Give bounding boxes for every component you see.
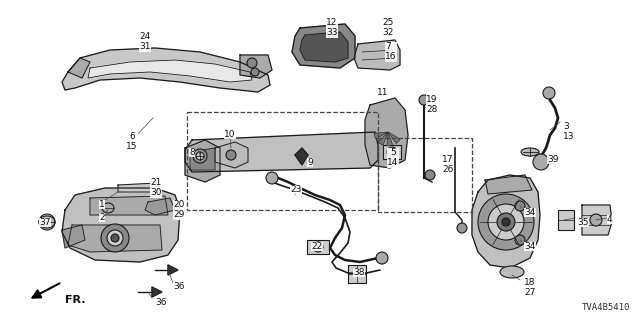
Circle shape bbox=[478, 194, 534, 250]
Wedge shape bbox=[387, 132, 393, 146]
Circle shape bbox=[251, 68, 259, 76]
Circle shape bbox=[590, 214, 602, 226]
Polygon shape bbox=[88, 60, 252, 82]
Bar bbox=[378, 138, 472, 212]
Circle shape bbox=[502, 218, 510, 226]
Text: TVA4B5410: TVA4B5410 bbox=[582, 303, 630, 312]
Text: 10: 10 bbox=[224, 130, 236, 139]
Text: 4: 4 bbox=[607, 215, 612, 224]
Text: 19
28: 19 28 bbox=[426, 95, 438, 114]
Polygon shape bbox=[118, 183, 160, 192]
Polygon shape bbox=[185, 132, 378, 172]
Circle shape bbox=[196, 152, 204, 160]
Text: 17
26: 17 26 bbox=[442, 155, 454, 174]
Polygon shape bbox=[292, 24, 355, 68]
Text: 2: 2 bbox=[99, 213, 105, 222]
Circle shape bbox=[226, 150, 236, 160]
Text: 11: 11 bbox=[377, 88, 388, 97]
Bar bbox=[558, 210, 574, 230]
Polygon shape bbox=[300, 32, 348, 62]
Polygon shape bbox=[62, 225, 85, 248]
Circle shape bbox=[387, 147, 397, 157]
Polygon shape bbox=[472, 175, 540, 268]
Text: 37: 37 bbox=[39, 218, 51, 227]
Polygon shape bbox=[354, 40, 400, 70]
Polygon shape bbox=[145, 198, 175, 215]
Polygon shape bbox=[152, 287, 162, 297]
Polygon shape bbox=[582, 205, 612, 235]
Bar bbox=[187, 112, 378, 210]
Wedge shape bbox=[388, 132, 400, 143]
Bar bbox=[383, 145, 401, 159]
Polygon shape bbox=[62, 188, 180, 262]
Text: 9: 9 bbox=[307, 158, 313, 167]
Text: 22: 22 bbox=[312, 242, 323, 251]
Bar bbox=[348, 265, 366, 283]
Ellipse shape bbox=[521, 148, 539, 156]
Polygon shape bbox=[240, 55, 272, 78]
Text: 34: 34 bbox=[524, 208, 536, 217]
Text: 38: 38 bbox=[353, 268, 365, 277]
Text: 5
14: 5 14 bbox=[387, 148, 399, 167]
Text: 25
32: 25 32 bbox=[382, 18, 394, 37]
Circle shape bbox=[266, 172, 278, 184]
Wedge shape bbox=[378, 132, 388, 145]
Ellipse shape bbox=[102, 203, 114, 213]
Text: 12
33: 12 33 bbox=[326, 18, 338, 37]
Circle shape bbox=[533, 154, 549, 170]
Circle shape bbox=[515, 201, 525, 211]
Polygon shape bbox=[90, 196, 168, 215]
Ellipse shape bbox=[500, 266, 524, 278]
Text: 24
31: 24 31 bbox=[140, 32, 151, 52]
Polygon shape bbox=[295, 148, 308, 165]
Circle shape bbox=[497, 213, 515, 231]
Circle shape bbox=[457, 223, 467, 233]
Polygon shape bbox=[365, 98, 408, 168]
Text: 34: 34 bbox=[524, 242, 536, 251]
Polygon shape bbox=[185, 140, 220, 182]
Text: 35: 35 bbox=[577, 218, 589, 227]
Circle shape bbox=[247, 58, 257, 68]
Text: FR.: FR. bbox=[65, 295, 86, 305]
Bar bbox=[307, 240, 329, 254]
Circle shape bbox=[376, 252, 388, 264]
Polygon shape bbox=[485, 175, 532, 194]
Text: 6
15: 6 15 bbox=[126, 132, 138, 151]
Circle shape bbox=[419, 95, 429, 105]
Text: 36: 36 bbox=[155, 298, 166, 307]
Polygon shape bbox=[215, 142, 248, 168]
Circle shape bbox=[193, 149, 207, 163]
Wedge shape bbox=[374, 132, 388, 139]
Polygon shape bbox=[68, 225, 162, 252]
Circle shape bbox=[488, 204, 524, 240]
Circle shape bbox=[107, 230, 123, 246]
Text: 39: 39 bbox=[547, 155, 559, 164]
Polygon shape bbox=[190, 148, 215, 170]
Text: 18
27: 18 27 bbox=[524, 278, 536, 297]
Text: 3
13: 3 13 bbox=[563, 122, 575, 141]
Circle shape bbox=[39, 214, 55, 230]
Polygon shape bbox=[68, 58, 90, 78]
Circle shape bbox=[101, 224, 129, 252]
Polygon shape bbox=[62, 48, 270, 92]
Text: 8: 8 bbox=[189, 148, 195, 157]
Text: 36: 36 bbox=[173, 282, 184, 291]
Text: 23: 23 bbox=[291, 185, 301, 194]
Text: 7
16: 7 16 bbox=[385, 42, 397, 61]
Circle shape bbox=[515, 235, 525, 245]
Text: 21
30: 21 30 bbox=[150, 178, 162, 197]
Circle shape bbox=[425, 170, 435, 180]
Circle shape bbox=[543, 87, 555, 99]
Text: 20
29: 20 29 bbox=[173, 200, 184, 220]
Polygon shape bbox=[168, 265, 178, 275]
Circle shape bbox=[111, 234, 119, 242]
Text: 1: 1 bbox=[99, 200, 105, 209]
Circle shape bbox=[313, 242, 323, 252]
